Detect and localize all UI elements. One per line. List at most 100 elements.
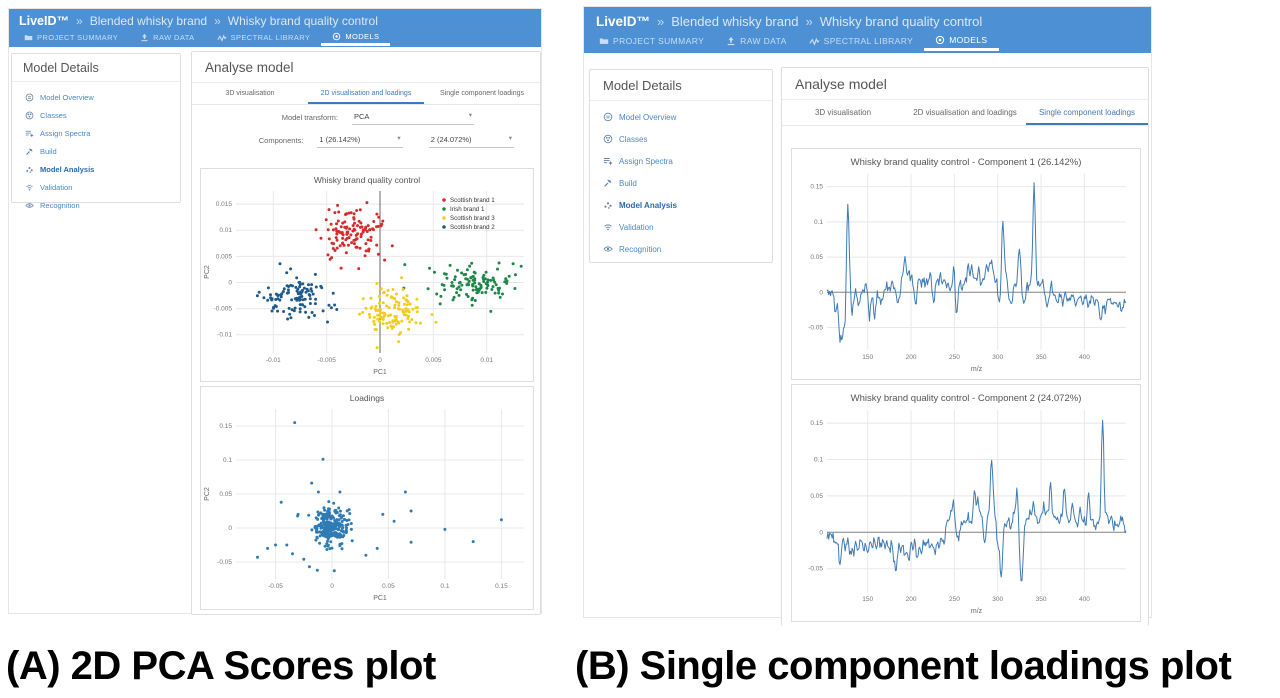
sidebar-item-label: Model Overview <box>619 112 677 122</box>
sidebar-item-model-overview[interactable]: Model Overview <box>25 93 167 102</box>
svg-text:PC1: PC1 <box>373 595 387 602</box>
breadcrumb: LiveID™ » Blended whisky brand » Whisky … <box>9 9 541 29</box>
sidebar-item-model-analysis[interactable]: Model Analysis <box>25 165 167 174</box>
analysis-tabs: 3D visualisation 2D visualisation and lo… <box>782 100 1148 126</box>
model-transform-value: PCA <box>354 112 370 121</box>
nav-raw-data[interactable]: RAW DATA <box>715 31 797 51</box>
sidebar-item-label: Model Analysis <box>40 165 95 174</box>
component-1-select[interactable]: 1 (26.142%) ▾ <box>317 132 403 148</box>
breadcrumb-separator: » <box>657 14 665 29</box>
sidebar-item-classes[interactable]: Classes <box>25 111 167 120</box>
loadings-chart-title: Loadings <box>349 393 385 403</box>
sidebar-item-classes[interactable]: Classes <box>603 134 759 144</box>
nav-raw-data[interactable]: RAW DATA <box>129 29 205 46</box>
svg-text:0.05: 0.05 <box>382 583 395 590</box>
svg-text:Scottish brand 2: Scottish brand 2 <box>450 224 495 231</box>
svg-text:m/z: m/z <box>971 608 983 615</box>
nav-label: RAW DATA <box>740 36 787 46</box>
loadings-chart-card: Loadings -0.05 0 0.05 0.1 0.15 -0.05 0 0.05 0.1 0… <box>200 386 534 610</box>
sidebar-item-build[interactable]: Build <box>25 147 167 156</box>
upload-icon <box>726 36 736 46</box>
sidebar-item-build[interactable]: Build <box>603 178 759 188</box>
chevron-down-icon: ▾ <box>508 135 513 142</box>
component-2-plot: 150 200 250 300 350 400 -0.05 0 0.05 0.1 0.15 m/z <box>808 410 1127 615</box>
top-nav: PROJECT SUMMARY RAW DATA SPECTRAL LIBRAR… <box>9 29 541 46</box>
nav-spectral-library[interactable]: SPECTRAL LIBRARY <box>206 29 322 46</box>
sidebar-item-label: Validation <box>619 222 654 232</box>
svg-text:0: 0 <box>378 357 382 364</box>
svg-text:-0.005: -0.005 <box>317 357 336 364</box>
analyse-model-card: Analyse model 3D visualisation 2D visual… <box>781 67 1149 626</box>
upload-icon <box>140 33 149 42</box>
sidebar-item-recognition[interactable]: Recognition <box>603 244 759 254</box>
breadcrumb-model[interactable]: Whisky brand quality control <box>819 14 983 29</box>
top-nav: PROJECT SUMMARY RAW DATA SPECTRAL LIBRAR… <box>584 31 1151 51</box>
model-details-title: Model Details <box>590 70 772 101</box>
validation-icon <box>25 183 34 192</box>
classes-icon <box>25 111 34 120</box>
breadcrumb: LiveID™ » Blended whisky brand » Whisky … <box>584 7 1151 31</box>
svg-text:-0.05: -0.05 <box>268 583 283 590</box>
breadcrumb-project[interactable]: Blended whisky brand <box>671 14 799 29</box>
sidebar-item-validation[interactable]: Validation <box>25 183 167 192</box>
panel-a-screenshot: LiveID™ » Blended whisky brand » Whisky … <box>8 8 542 615</box>
svg-text:300: 300 <box>992 596 1003 603</box>
breadcrumb-model[interactable]: Whisky brand quality control <box>227 14 378 28</box>
svg-text:PC1: PC1 <box>373 369 387 376</box>
tab-2d-visualisation-and-loadings[interactable]: 2D visualisation and loadings <box>913 108 1017 117</box>
svg-text:m/z: m/z <box>971 366 983 373</box>
nav-project-summary[interactable]: PROJECT SUMMARY <box>13 29 129 46</box>
component-2-select[interactable]: 2 (24.072%) ▾ <box>428 132 515 148</box>
analyse-model-title: Analyse model <box>782 68 1148 100</box>
nav-label: SPECTRAL LIBRARY <box>230 33 311 42</box>
nav-label: PROJECT SUMMARY <box>613 36 705 46</box>
sidebar-item-assign-spectra[interactable]: Assign Spectra <box>603 156 759 166</box>
build-icon <box>25 147 34 156</box>
sidebar-item-label: Assign Spectra <box>40 129 91 138</box>
tab-2d-visualisation-and-loadings[interactable]: 2D visualisation and loadings <box>308 83 424 104</box>
svg-text:-0.05: -0.05 <box>217 559 232 566</box>
svg-text:0: 0 <box>228 279 232 286</box>
sidebar-item-recognition[interactable]: Recognition <box>25 201 167 210</box>
svg-text:400: 400 <box>1079 354 1090 361</box>
model-transform-select[interactable]: PCA ▾ <box>352 109 474 125</box>
tab-3d-visualisation[interactable]: 3D visualisation <box>814 108 872 117</box>
svg-text:Scottish brand 3: Scottish brand 3 <box>450 215 495 222</box>
tab-single-component-loadings[interactable]: Single component loadings <box>439 90 525 97</box>
waveform-icon <box>809 36 820 47</box>
classes-icon <box>603 134 613 144</box>
svg-text:200: 200 <box>906 354 917 361</box>
tab-single-component-loadings[interactable]: Single component loadings <box>1026 100 1148 125</box>
sidebar-item-model-analysis[interactable]: Model Analysis <box>603 200 759 210</box>
folder-icon <box>24 33 33 42</box>
component-1-chart-card: Whisky brand quality control - Component… <box>791 148 1141 380</box>
model-details-title: Model Details <box>12 54 180 82</box>
pca-scores-chart-title: Whisky brand quality control <box>313 175 421 185</box>
svg-text:400: 400 <box>1079 596 1090 603</box>
sidebar-item-label: Assign Spectra <box>619 156 673 166</box>
pca-scores-plot: -0.01 -0.005 0 0.005 0.01 -0.01 -0.005 0 0.005 0.… <box>204 191 524 376</box>
breadcrumb-project[interactable]: Blended whisky brand <box>89 14 208 28</box>
sidebar-item-assign-spectra[interactable]: Assign Spectra <box>25 129 167 138</box>
caption-a: (A) 2D PCA Scores plot <box>6 644 436 688</box>
svg-text:0.05: 0.05 <box>810 493 823 500</box>
sidebar-item-validation[interactable]: Validation <box>603 222 759 232</box>
svg-text:0: 0 <box>228 525 232 532</box>
recognition-icon <box>603 244 613 254</box>
components-row: Components: 1 (26.142%) ▾ 2 (24.072%) ▾ <box>192 128 540 151</box>
nav-models[interactable]: MODELS <box>321 29 391 46</box>
component-1-plot: 150 200 250 300 350 400 -0.05 0 0.05 0.1 0.15 m/z <box>808 174 1127 373</box>
chevron-down-icon: ▾ <box>468 112 472 119</box>
app-logo: LiveID™ <box>596 14 651 29</box>
svg-text:0.15: 0.15 <box>219 423 232 430</box>
app-header: LiveID™ » Blended whisky brand » Whisky … <box>584 7 1151 53</box>
svg-text:0.15: 0.15 <box>810 420 823 427</box>
nav-spectral-library[interactable]: SPECTRAL LIBRARY <box>798 31 925 51</box>
sidebar-item-model-overview[interactable]: Model Overview <box>603 112 759 122</box>
svg-text:0.05: 0.05 <box>219 491 232 498</box>
model-transform-row: Model transform: PCA ▾ <box>192 105 540 128</box>
components-label: Components: <box>258 135 304 145</box>
nav-project-summary[interactable]: PROJECT SUMMARY <box>588 31 715 51</box>
nav-models[interactable]: MODELS <box>924 31 999 51</box>
tab-3d-visualisation[interactable]: 3D visualisation <box>225 90 275 97</box>
